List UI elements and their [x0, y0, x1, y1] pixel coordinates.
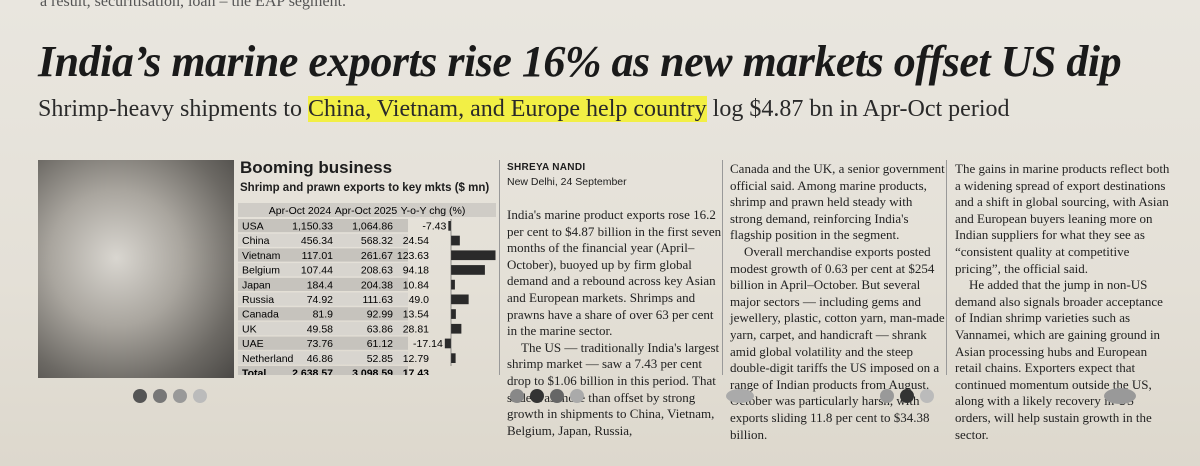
cell: 1,150.33: [292, 221, 333, 233]
headline: India’s marine exports rise 16% as new m…: [38, 37, 1122, 86]
column-rule: [946, 160, 947, 375]
cell: 17.43: [403, 368, 429, 376]
row-label: Japan: [242, 279, 271, 291]
cell: 1,064.86: [352, 221, 393, 233]
cell: 52.85: [367, 353, 393, 365]
row-bg: [238, 321, 408, 336]
cell: 456.34: [301, 235, 333, 247]
cell: 63.86: [367, 323, 393, 335]
row-label: USA: [242, 221, 264, 233]
yoy-bar: [451, 250, 496, 261]
paragraph: India's marine product exports rose 16.2…: [507, 207, 722, 339]
cell: 13.54: [403, 309, 429, 321]
subheadline-text: Shrimp-heavy shipments to: [38, 96, 308, 122]
yoy-bar: [451, 265, 485, 275]
cell: 117.01: [302, 250, 333, 262]
yoy-bar: [451, 323, 462, 334]
author: SHREYA NANDI: [507, 162, 586, 173]
row-bg: [238, 219, 408, 233]
row-label: Netherland: [242, 353, 294, 365]
cell: 81.9: [313, 309, 334, 321]
text-column: Canada and the UK, a senior government o…: [730, 161, 948, 443]
cell: 184.4: [307, 279, 333, 291]
cell: 111.63: [362, 294, 393, 306]
cell: 74.92: [307, 294, 333, 306]
header-bg: [238, 203, 496, 217]
paragraph: The gains in marine products reflect bot…: [955, 161, 1170, 276]
cell: 204.38: [361, 279, 393, 291]
yoy-bar: [451, 309, 456, 319]
cell: 12.79: [403, 353, 429, 365]
cell: 28.81: [403, 323, 429, 335]
column-header: Apr-Oct 2024: [269, 205, 332, 217]
cell: -7.43: [422, 221, 446, 233]
yoy-bar: [444, 338, 451, 349]
row-bg: [238, 336, 408, 350]
yoy-bar: [448, 221, 451, 231]
cell: 3,098.59: [352, 368, 393, 376]
row-bg: [238, 351, 408, 365]
row-bg: [238, 248, 408, 262]
yoy-bar: [451, 294, 469, 305]
yoy-bar: [451, 353, 456, 363]
cell: 24.54: [403, 235, 429, 247]
cell: 73.76: [307, 338, 333, 350]
subheadline: Shrimp-heavy shipments to China, Vietnam…: [38, 96, 1009, 123]
row-label: Russia: [242, 294, 274, 306]
row-bg: [238, 292, 408, 306]
cell: 208.63: [361, 265, 393, 277]
column-rule: [722, 160, 723, 375]
byline: SHREYA NANDI New Delhi, 24 September: [507, 160, 627, 190]
column-header: Y-o-Y chg (%): [401, 205, 466, 217]
row-label: Vietnam: [242, 250, 281, 262]
row-bg: [238, 263, 408, 277]
cell: -17.14: [413, 338, 443, 350]
row-bg: [238, 366, 408, 375]
cell: 261.67: [361, 250, 393, 262]
table-title: Booming business: [240, 158, 393, 177]
column-rule: [499, 160, 500, 375]
row-label: UAE: [242, 338, 264, 350]
paragraph: He added that the jump in non-US demand …: [955, 277, 1163, 442]
row-label: Total: [242, 368, 266, 376]
cell: 123.63: [397, 250, 429, 262]
row-bg: [238, 233, 408, 247]
cell: 49.0: [409, 294, 430, 306]
paragraph: Overall merchandise exports posted modes…: [730, 243, 945, 442]
row-label: China: [242, 235, 270, 247]
row-bg: [238, 277, 408, 291]
cell: 92.99: [367, 309, 393, 321]
paragraph: Canada and the UK, a senior government o…: [730, 161, 945, 243]
cell: 568.32: [361, 235, 393, 247]
row-label: UK: [242, 323, 257, 335]
text-column: India's marine product exports rose 16.2…: [507, 207, 725, 439]
row-label: Canada: [242, 309, 279, 321]
data-table: Apr-Oct 2024 Apr-Oct 2025 Y-o-Y chg (%) USA…: [238, 203, 496, 376]
cell: 10.84: [403, 279, 429, 291]
row-label: Belgium: [242, 265, 280, 277]
cell: 107.44: [301, 265, 333, 277]
row-bg: [238, 307, 408, 321]
text-column: The gains in marine products reflect bot…: [955, 161, 1173, 443]
top-fragment: a result, securitisation, loan – the EAP…: [40, 0, 347, 10]
color-dots: [133, 388, 1136, 404]
dateline: New Delhi, 24 September: [507, 176, 627, 188]
cell: 94.18: [403, 265, 429, 277]
table-subtitle: Shrimp and prawn exports to key mkts ($ …: [240, 182, 490, 194]
yoy-bar: [451, 279, 455, 290]
cell: 46.86: [307, 353, 333, 365]
cell: 61.12: [367, 338, 393, 350]
print-marks: [133, 388, 1136, 404]
subheadline-text: log $4.87 bn in Apr-Oct period: [706, 96, 1010, 122]
yoy-bar: [451, 235, 460, 246]
column-header: Apr-Oct 2025: [335, 205, 398, 217]
cell: 49.58: [307, 323, 333, 335]
cell: 2,638.57: [292, 368, 333, 376]
subheadline-highlight: China, Vietnam, and Europe help country: [307, 96, 707, 122]
shrimp-photo: [38, 160, 234, 378]
